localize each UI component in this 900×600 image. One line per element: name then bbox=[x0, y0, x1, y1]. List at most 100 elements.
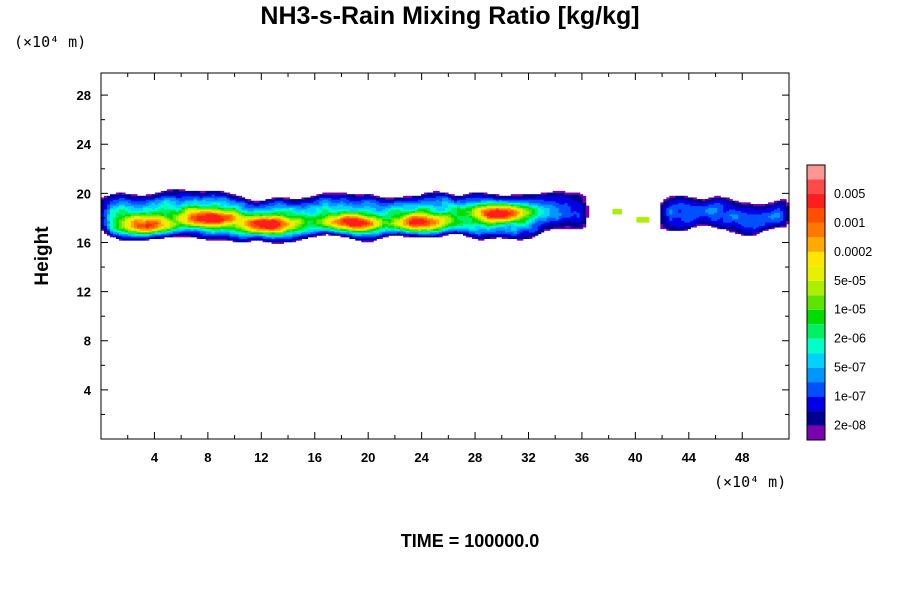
contour-cell bbox=[223, 238, 228, 241]
contour-cell bbox=[364, 194, 368, 197]
contour-cell bbox=[298, 235, 303, 238]
contour-cell bbox=[453, 226, 458, 230]
contour-cell bbox=[672, 222, 676, 225]
contour-cell bbox=[373, 218, 377, 221]
contour-cell bbox=[196, 204, 201, 207]
contour-cell bbox=[199, 194, 204, 197]
contour-cell bbox=[711, 225, 715, 228]
contour-cell bbox=[693, 207, 697, 210]
contour-cell bbox=[355, 208, 359, 212]
contour-cell bbox=[283, 204, 288, 207]
contour-cell bbox=[382, 223, 386, 226]
contour-cell bbox=[310, 226, 314, 230]
contour-cell bbox=[418, 205, 422, 208]
contour-cell bbox=[385, 210, 389, 213]
contour-cell bbox=[235, 207, 240, 210]
contour-cell bbox=[430, 205, 434, 208]
contour-cell bbox=[498, 195, 503, 199]
contour-cell bbox=[516, 199, 521, 202]
contour-cell bbox=[349, 220, 353, 223]
contour-cell bbox=[442, 208, 446, 212]
contour-cell bbox=[316, 220, 320, 223]
contour-cell bbox=[684, 218, 688, 221]
contour-cell bbox=[101, 220, 105, 223]
contour-cell bbox=[103, 200, 108, 203]
contour-cell bbox=[465, 230, 470, 233]
contour-cell bbox=[489, 205, 494, 208]
contour-cell bbox=[187, 231, 192, 235]
contour-cell bbox=[376, 204, 380, 207]
contour-cell bbox=[561, 207, 566, 210]
contour-cell bbox=[421, 194, 425, 197]
contour-cell bbox=[678, 195, 682, 199]
contour-cell bbox=[331, 226, 335, 230]
contour-cell bbox=[421, 215, 425, 218]
contour-cell bbox=[462, 222, 467, 225]
contour-cell bbox=[741, 233, 745, 236]
contour-cell bbox=[483, 215, 488, 218]
contour-cell bbox=[289, 213, 294, 217]
contour-cell bbox=[501, 213, 506, 217]
contour-cell bbox=[465, 223, 470, 226]
contour-cell bbox=[732, 220, 736, 223]
contour-cell bbox=[247, 212, 252, 215]
contour-cell bbox=[328, 199, 332, 202]
contour-cell bbox=[445, 213, 449, 217]
contour-cell bbox=[154, 210, 159, 213]
contour-cell bbox=[400, 197, 404, 200]
contour-cell bbox=[337, 208, 341, 212]
contour-cell bbox=[319, 195, 323, 199]
contour-cell bbox=[343, 231, 347, 235]
contour-cell bbox=[205, 220, 210, 223]
contour-cell bbox=[334, 202, 338, 205]
contour-cell bbox=[148, 195, 153, 199]
contour-cell bbox=[169, 205, 174, 208]
contour-cell bbox=[445, 228, 449, 231]
contour-cell bbox=[142, 235, 147, 238]
contour-cell bbox=[307, 235, 311, 238]
contour-cell bbox=[531, 230, 536, 233]
contour-cell bbox=[519, 218, 524, 221]
contour-cell bbox=[277, 215, 282, 218]
contour-cell bbox=[166, 195, 171, 199]
contour-cell bbox=[355, 223, 359, 226]
contour-cell bbox=[415, 212, 419, 215]
contour-cell bbox=[412, 215, 416, 218]
contour-cell bbox=[115, 195, 120, 199]
contour-cell bbox=[418, 228, 422, 231]
contour-cell bbox=[274, 213, 279, 217]
contour-cell bbox=[486, 235, 491, 238]
contour-cell bbox=[684, 220, 688, 223]
contour-cell bbox=[442, 231, 446, 235]
contour-cell bbox=[498, 223, 503, 226]
contour-cell bbox=[238, 236, 243, 239]
contour-cell bbox=[540, 202, 545, 205]
contour-cell bbox=[238, 223, 243, 226]
contour-cell bbox=[684, 225, 688, 228]
contour-cell bbox=[373, 225, 377, 228]
contour-cell bbox=[717, 204, 721, 207]
contour-cell bbox=[235, 236, 240, 239]
contour-cell bbox=[729, 200, 733, 203]
contour-cell bbox=[247, 213, 252, 217]
contour-cell bbox=[489, 220, 494, 223]
contour-cell bbox=[313, 205, 317, 208]
contour-cell bbox=[516, 225, 521, 228]
contour-cell bbox=[253, 207, 258, 210]
contour-cell bbox=[271, 207, 276, 210]
contour-cell bbox=[453, 204, 458, 207]
contour-cell bbox=[265, 228, 270, 231]
contour-cell bbox=[226, 220, 231, 223]
contour-cell bbox=[771, 207, 775, 210]
contour-cell bbox=[205, 212, 210, 215]
contour-cell bbox=[208, 197, 213, 200]
contour-cell bbox=[253, 213, 258, 217]
contour-cell bbox=[436, 226, 440, 230]
contour-cell bbox=[579, 223, 584, 226]
contour-cell bbox=[178, 205, 183, 208]
contour-cell bbox=[528, 223, 533, 226]
contour-cell bbox=[211, 215, 216, 218]
contour-cell bbox=[118, 207, 123, 210]
contour-cell bbox=[504, 197, 509, 200]
contour-cell bbox=[160, 235, 165, 238]
